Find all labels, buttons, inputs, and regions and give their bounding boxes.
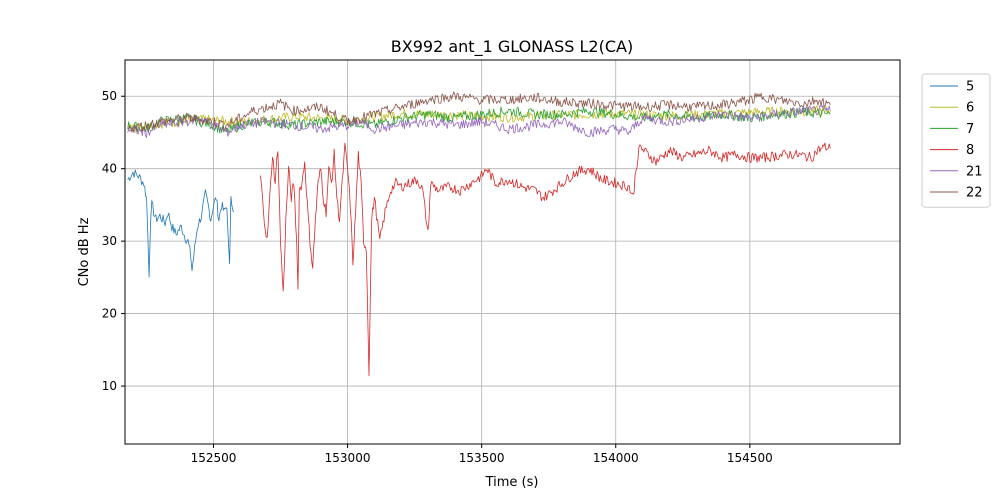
- x-tick-label: 154000: [593, 451, 639, 465]
- legend-label: 8: [966, 143, 974, 158]
- y-tick-label: 10: [102, 379, 117, 393]
- x-tick-label: 154500: [727, 451, 773, 465]
- legend-label: 21: [966, 164, 983, 179]
- series-line-22: [127, 91, 831, 133]
- y-tick-label: 40: [102, 162, 117, 176]
- series-layer: [127, 91, 831, 377]
- y-tick-label: 20: [102, 307, 117, 321]
- series-line-21: [127, 105, 831, 138]
- legend: 5 6 7 8 21 22: [921, 73, 991, 208]
- legend-label: 7: [966, 122, 974, 137]
- x-tick-label: 152500: [191, 451, 237, 465]
- series-line-8: [260, 142, 831, 377]
- legend-label: 6: [966, 101, 974, 116]
- x-tick-label: 153000: [325, 451, 371, 465]
- y-tick-label: 30: [102, 234, 117, 248]
- series-line-7: [127, 106, 831, 135]
- y-axis-label: CNo dB Hz: [77, 217, 92, 286]
- series-line-5: [127, 169, 234, 278]
- legend-label: 5: [966, 80, 974, 95]
- plot-frame: [124, 59, 901, 445]
- x-tick-label: 153500: [459, 451, 505, 465]
- x-axis-label: Time (s): [485, 475, 539, 490]
- ticks: 152500 153000 153500 154000 154500 10 20 30 40 50: [102, 89, 773, 465]
- legend-label: 22: [966, 186, 983, 201]
- y-tick-label: 50: [102, 89, 117, 103]
- chart-title: BX992 ant_1 GLONASS L2(CA): [391, 37, 633, 57]
